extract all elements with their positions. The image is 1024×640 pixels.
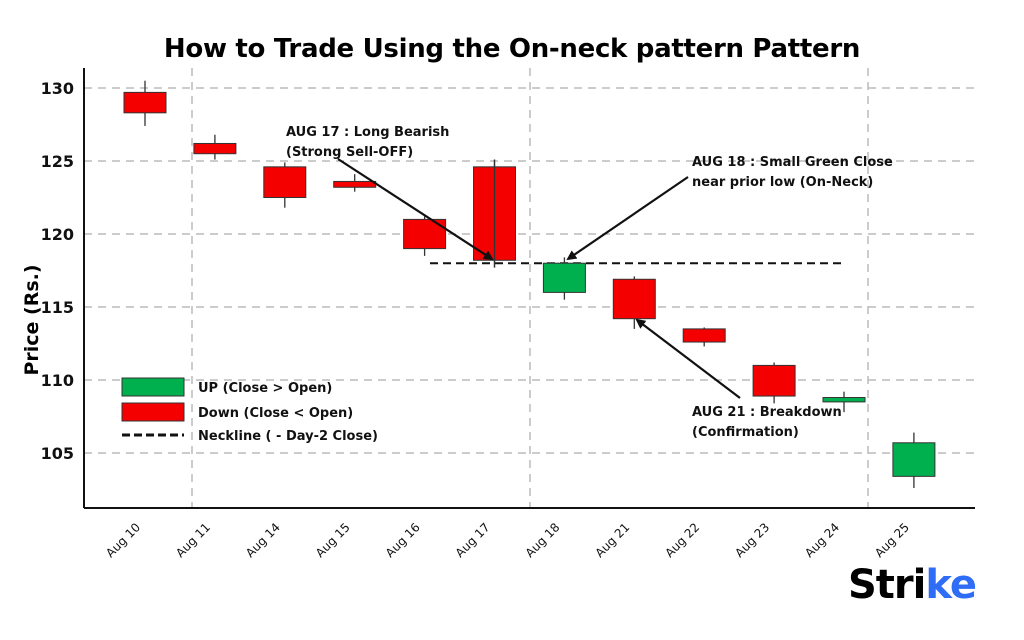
annotation-text: AUG 21 : Breakdown — [692, 405, 842, 420]
y-tick-label: 115 — [41, 298, 74, 317]
candle-down — [263, 166, 307, 198]
legend-swatch-up — [121, 377, 185, 397]
x-tick-label: Aug 24 — [802, 520, 842, 560]
x-tick-label: Aug 15 — [313, 520, 353, 560]
y-tick-label: 125 — [41, 152, 74, 171]
candle-down — [333, 180, 377, 188]
y-tick-label: 130 — [41, 79, 74, 98]
candle-down — [123, 91, 167, 114]
y-tick-label: 110 — [41, 371, 74, 390]
x-tick-label: Aug 14 — [243, 520, 283, 560]
annotation-text: (Strong Sell-OFF) — [286, 145, 413, 160]
annotation-text: (Confirmation) — [692, 425, 799, 440]
candle-down — [193, 142, 237, 155]
legend-swatch-down — [121, 402, 185, 422]
x-tick-label: Aug 17 — [453, 520, 493, 560]
y-tick-label: 120 — [41, 225, 74, 244]
legend-label: Down (Close < Open) — [198, 406, 353, 421]
x-tick-label: Aug 22 — [662, 520, 702, 560]
candle-up — [822, 397, 866, 403]
strike-logo: Strike — [848, 562, 977, 608]
x-tick-label: Aug 11 — [173, 520, 213, 560]
candle-down — [612, 278, 656, 320]
candle-up — [542, 262, 586, 293]
candle-down — [752, 364, 796, 397]
x-tick-label: Aug 25 — [872, 520, 912, 560]
y-tick-label: 105 — [41, 444, 74, 463]
legend-label: UP (Close > Open) — [198, 381, 332, 396]
annotation-text: near prior low (On-Neck) — [692, 175, 873, 190]
x-tick-label: Aug 23 — [732, 520, 772, 560]
chart-title: How to Trade Using the On-neck pattern P… — [163, 34, 861, 64]
annotation-text: AUG 17 : Long Bearish — [286, 125, 449, 140]
legend-label: Neckline ( - Day-2 Close) — [198, 429, 378, 444]
annotation-arrow — [635, 318, 741, 399]
x-tick-label: Aug 18 — [523, 520, 563, 560]
candle-down — [682, 328, 726, 343]
x-tick-label: Aug 10 — [103, 520, 143, 560]
annotation-arrow — [337, 158, 494, 261]
annotation-arrow — [566, 176, 689, 261]
x-tick-label: Aug 16 — [383, 520, 423, 560]
candle-up — [892, 442, 936, 477]
x-tick-label: Aug 21 — [592, 520, 632, 560]
annotation-text: AUG 18 : Small Green Close — [692, 155, 893, 170]
